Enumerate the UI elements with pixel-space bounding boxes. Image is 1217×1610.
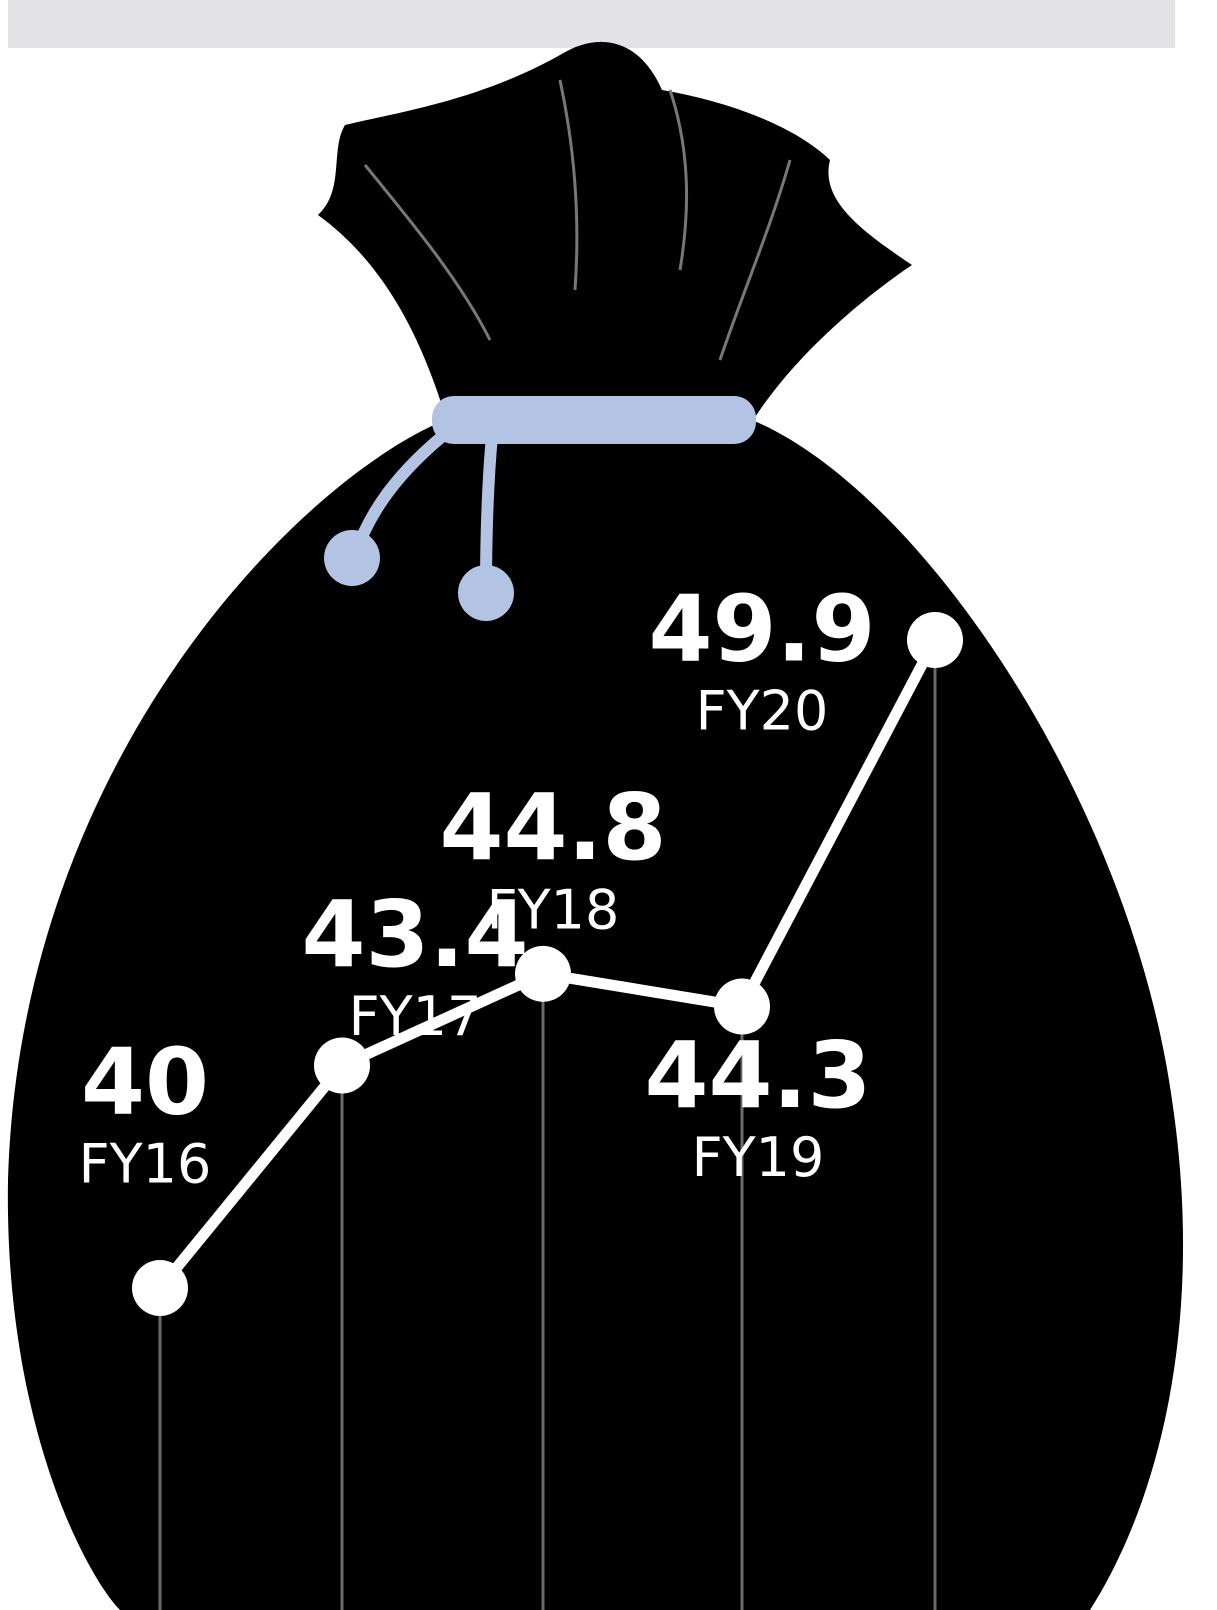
value-label: 43.4 xyxy=(302,881,529,988)
bag-body xyxy=(7,420,1184,1610)
category-label: FY17 xyxy=(349,985,482,1048)
point xyxy=(515,945,571,1002)
category-label: FY19 xyxy=(692,1126,825,1189)
value-label: 44.8 xyxy=(440,774,667,881)
category-label: FY18 xyxy=(487,878,620,941)
bag-tie xyxy=(324,396,756,621)
value-label: 44.3 xyxy=(645,1022,872,1129)
header-bar xyxy=(8,0,1175,48)
point xyxy=(132,1260,188,1316)
value-label: 49.9 xyxy=(649,575,876,682)
bag-top xyxy=(318,41,912,426)
bag-folds xyxy=(363,79,792,361)
category-label: FY20 xyxy=(696,680,829,743)
point xyxy=(714,978,770,1035)
point xyxy=(907,612,963,668)
category-label: FY16 xyxy=(79,1133,212,1196)
point xyxy=(314,1037,370,1094)
value-label: 40 xyxy=(81,1028,209,1135)
